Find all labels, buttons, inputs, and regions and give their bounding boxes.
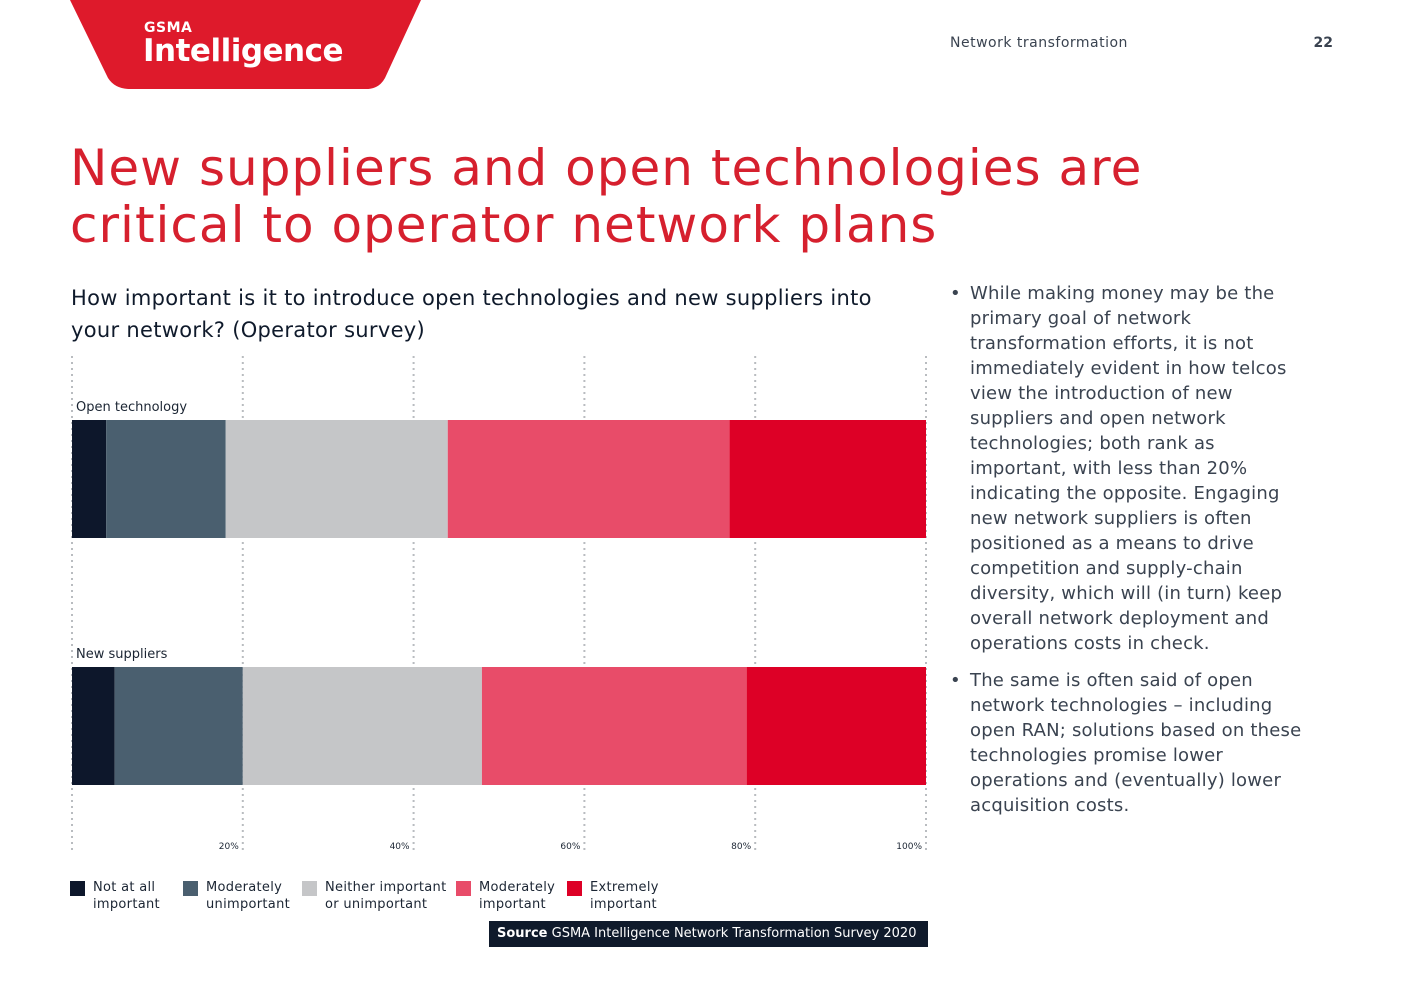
legend-swatch xyxy=(70,881,85,896)
legend-swatch xyxy=(456,881,471,896)
bar-segment xyxy=(746,667,926,785)
page-title: New suppliers and open technologies are … xyxy=(70,139,1143,254)
source-label: Source xyxy=(497,926,548,941)
legend-label: Extremely important xyxy=(590,880,659,912)
bar-segment xyxy=(447,420,730,538)
legend-label: Not at all important xyxy=(93,880,160,912)
x-tick-label: 100% xyxy=(896,842,922,852)
brand-logo-shape xyxy=(70,0,421,89)
bullet-item: While making money may be the primary go… xyxy=(950,281,1310,656)
legend-swatch xyxy=(567,881,582,896)
brand-logo: Intelligence xyxy=(143,33,344,69)
x-tick-label: 20% xyxy=(219,842,239,852)
bar-segment xyxy=(225,420,448,538)
bar-segment xyxy=(242,667,482,785)
bar-segment xyxy=(106,420,226,538)
legend-label: Neither important or unimportant xyxy=(325,880,447,912)
bar-segment xyxy=(72,420,107,538)
chart-question: How important is it to introduce open te… xyxy=(71,286,872,342)
x-tick-label: 80% xyxy=(731,842,751,852)
x-tick-label: 40% xyxy=(390,842,410,852)
bar-segment xyxy=(72,667,115,785)
stacked-bar-chart: 20% 40% 60% 80% 100% Open technology New suppl… xyxy=(71,356,927,852)
page-number: 22 xyxy=(1313,35,1333,51)
category-label: New suppliers xyxy=(76,647,168,662)
section-label: Network transformation xyxy=(950,35,1128,51)
bar-segment xyxy=(114,667,243,785)
bar-segment xyxy=(729,420,926,538)
brand-logo-small: GSMA xyxy=(144,20,193,36)
commentary-bullets: While making money may be the primary go… xyxy=(950,281,1310,830)
bar-segment xyxy=(481,667,747,785)
category-label: Open technology xyxy=(76,400,187,415)
x-tick-label: 60% xyxy=(560,842,580,852)
legend-label: Moderately unimportant xyxy=(206,880,291,912)
source-note: Source GSMA Intelligence Network Transfo… xyxy=(489,921,928,947)
legend-swatch xyxy=(183,881,198,896)
legend-swatch xyxy=(302,881,317,896)
source-text: GSMA Intelligence Network Transformation… xyxy=(547,926,917,941)
legend-label: Moderately important xyxy=(479,880,556,912)
bullet-item: The same is often said of open network t… xyxy=(950,668,1310,818)
